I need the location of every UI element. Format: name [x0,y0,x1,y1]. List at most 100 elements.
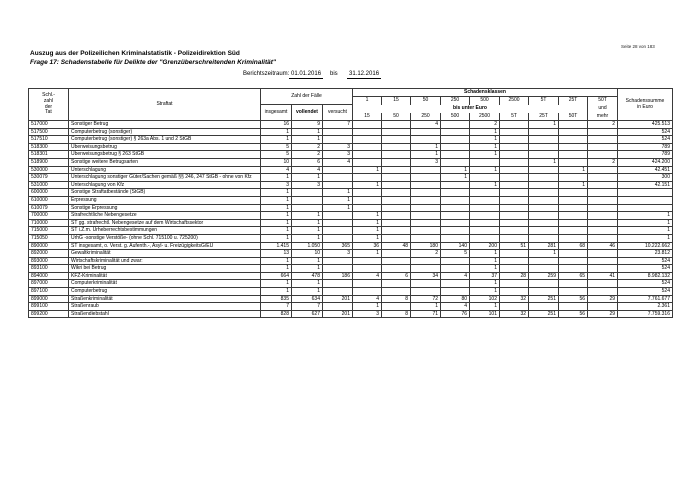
table-row: 610000 Erpressung 1 1 [28,195,673,205]
cell-value: 201 [322,309,353,319]
cell-offense-code: 899200 [28,309,69,319]
cell-value: 1 [528,120,559,129]
cell-value [528,180,559,190]
cell-value [587,150,618,159]
cell-value: 251 [528,309,559,319]
table-row: 715000 ST i.Z.m. Urheberrechtsbestimmunge… [28,226,673,235]
cell-value [440,256,470,266]
cell-value: 1 [469,279,500,289]
cell-value: 281 [528,241,559,251]
cell-value [381,157,411,167]
cell-value: 1 [260,127,292,137]
cell-value [528,256,559,266]
cell-value: 1 [352,211,382,220]
cell-value: 34 [410,271,441,281]
cell-offense-code: 610000 [28,195,69,205]
cell-value [558,249,588,258]
cell-value [499,279,529,289]
cell-offense-name: Unterschlagung von Kfz [68,180,261,190]
cell-value: 835 [260,294,292,304]
cell-value [352,142,382,152]
cell-damage-sum: 7.761.677 [617,294,673,304]
cell-value [587,180,618,190]
cell-value: 1 [469,150,500,159]
cell-value [499,165,529,175]
col-header-damage-lower: 50 [381,112,411,121]
cell-damage-sum: 42.151 [617,180,673,190]
cell-value: 4 [322,157,353,167]
cell-value: 1 [260,195,292,205]
title-block: Auszug aus der Polizeilichen Kriminalsta… [30,50,276,67]
report-period-label: Berichtszeitraum: [243,71,290,77]
table-row: 893100 Wikri bei Betrug 1 1 1 524 [28,264,673,273]
cell-value: 1 [260,173,292,182]
cell-value: 1 [291,211,323,220]
cell-value: 2 [410,249,441,258]
cell-value [440,142,470,152]
period-separator: bis [330,71,338,77]
cell-value [381,120,411,129]
cell-value [528,195,559,205]
cell-value [440,279,470,289]
cell-value [558,127,588,137]
cell-value [499,150,529,159]
cell-value [440,195,470,205]
cell-value [587,279,618,289]
cell-value: 9 [291,120,323,129]
cell-value [558,142,588,152]
cell-value: 5 [440,249,470,258]
cell-offense-name: Straßendiebstahl [68,309,261,319]
cell-value: 2 [469,120,500,129]
cell-offense-code: 518301 [28,150,69,159]
cell-value [440,264,470,273]
col-header-damage-group: Schadensklassen [352,88,618,97]
cell-value [440,135,470,144]
table-row: 894000 KFZ-Kriminalität 664 478 186 4 6 34 4 37 28… [28,271,673,281]
cell-value [322,287,353,296]
cell-value [322,264,353,273]
cell-value [528,188,559,197]
table-row: 518300 Überweisungsbetrug 5 2 3 1 1 789 [28,142,673,152]
cell-value [352,195,382,205]
cell-value [352,287,382,296]
cell-value: 48 [381,241,411,251]
cell-value [322,127,353,137]
col-header-damage-lower: 250 [410,112,441,121]
cell-value [499,173,529,182]
cell-offense-code: 897100 [28,287,69,296]
cell-value [499,226,529,235]
cell-value: 1.415 [260,241,292,251]
cell-value: 3 [291,180,323,190]
col-header-damage-lower: 500 [440,112,470,121]
cell-value: 1 [352,302,382,311]
cell-value [587,142,618,152]
cell-offense-name: ST i.Z.m. Urheberrechtsbestimmungen [68,226,261,235]
cell-value [381,279,411,289]
cell-damage-sum: 524 [617,127,673,137]
col-header-damage-upper: 1 [352,96,382,105]
cell-value: 72 [410,294,441,304]
cell-value: 1 [469,287,500,296]
cell-value [469,218,500,228]
cell-value [440,127,470,137]
cell-value [440,226,470,235]
cell-value [410,165,441,175]
cell-offense-name: Wikri bei Betrug [68,264,261,273]
page-number: Seite 28 von 183 [621,44,655,49]
cell-value: 365 [322,241,353,251]
cell-value [381,211,411,220]
cell-value [558,188,588,197]
report-period: Berichtszeitraum: 01.01.2016 bis 31.12.2… [0,71,700,83]
cell-offense-name: UrhG -sonstige Verstöße- (ohne Schl. 715… [68,233,261,243]
col-header-damage-lower: mehr [587,112,618,121]
cell-value [499,249,529,258]
cell-value [587,233,618,243]
cell-value [587,226,618,235]
cell-value [410,264,441,273]
table-row: 517510 Computerbetrug (sonstiger) § 263a … [28,135,673,144]
cell-value: 1 [469,302,500,311]
cell-value: 8 [381,309,411,319]
cell-value [410,180,441,190]
cell-value: 1.050 [291,241,323,251]
